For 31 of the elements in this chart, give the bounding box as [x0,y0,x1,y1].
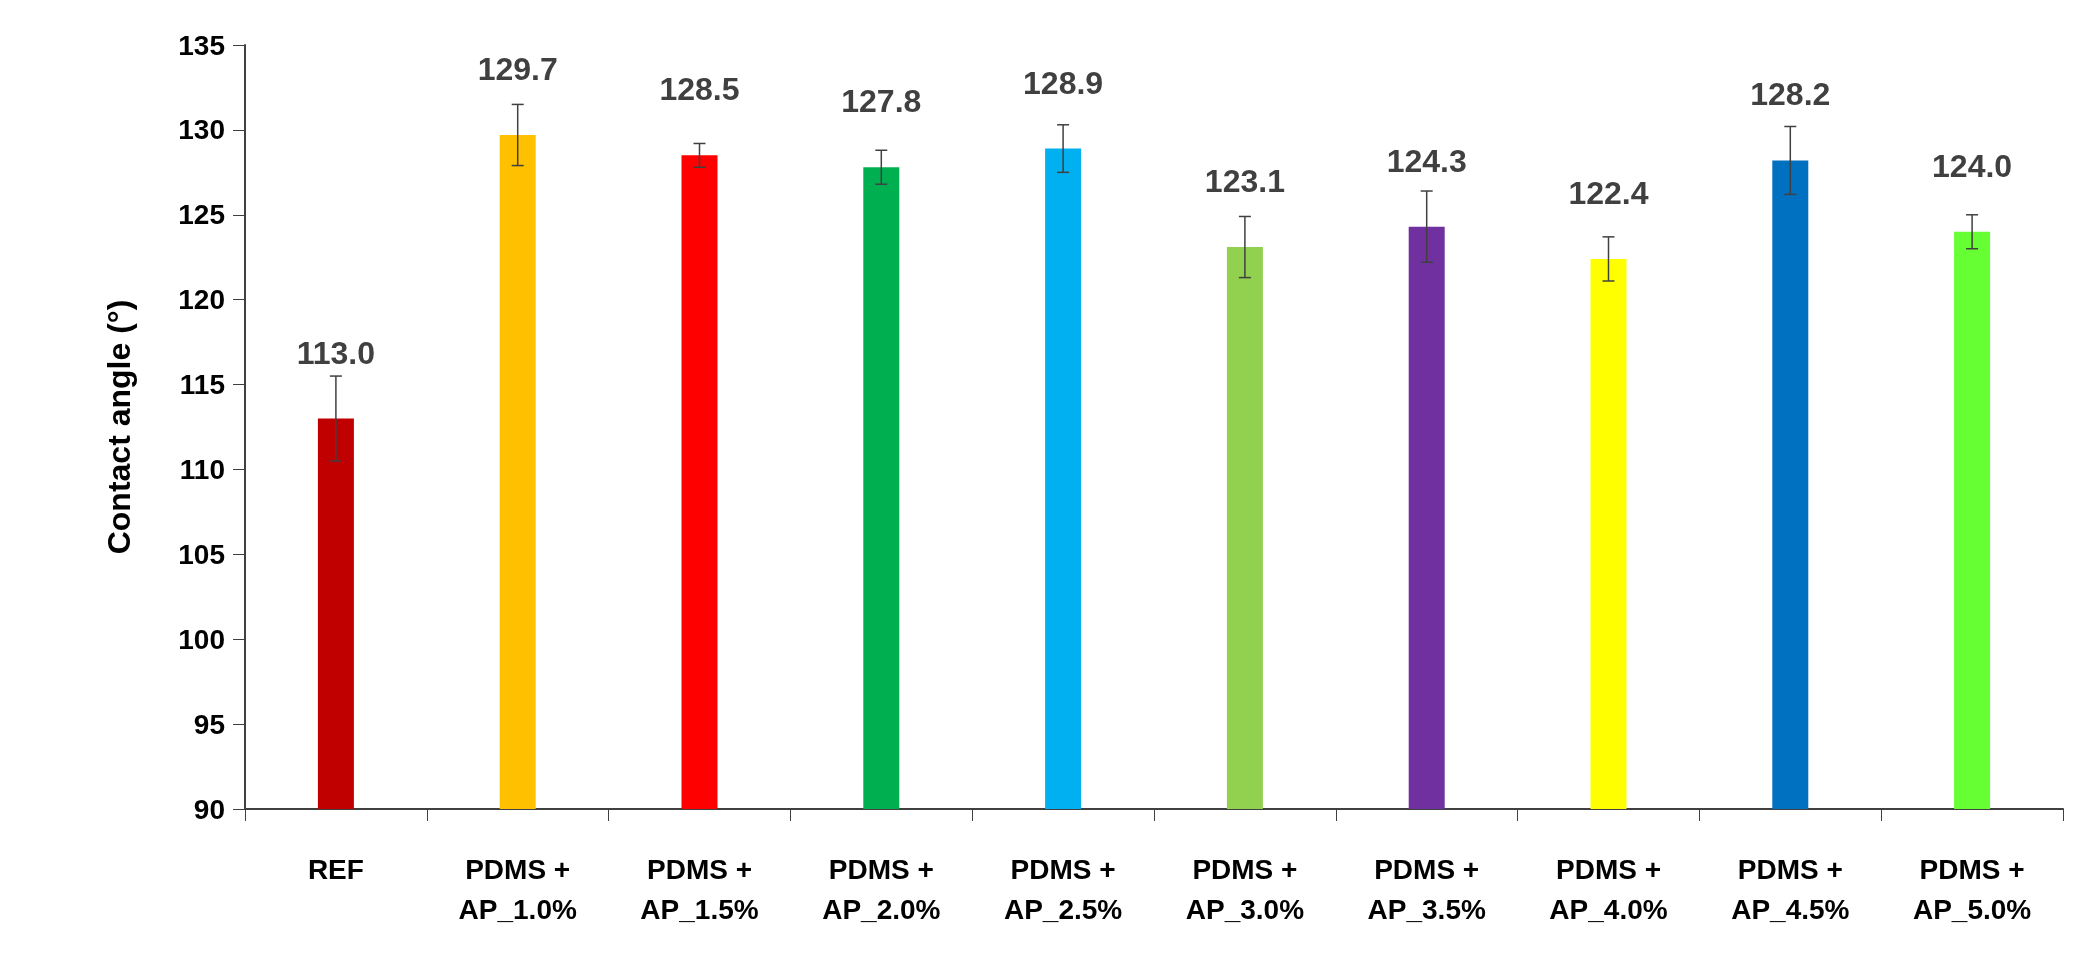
x-tick-label: PDMS + AP_5.0% [1912,853,2032,925]
y-tick-label: 100 [178,623,225,655]
y-axis-title: Contact angle (°) [101,299,137,555]
y-tick-label: 130 [178,114,225,146]
y-tick-label: 95 [193,708,225,740]
x-tick-label: PDMS + AP_1.5% [640,853,759,925]
data-label: 129.7 [477,50,558,87]
y-tick-label: 115 [179,369,225,401]
x-tick-label: PDMS + AP_1.0% [458,853,577,925]
y-tick-label: 120 [178,284,225,316]
data-label: 124.3 [1386,142,1467,179]
data-label: 123.1 [1204,163,1285,200]
data-label: 124.0 [1932,147,2013,184]
data-label: 128.5 [659,71,740,108]
y-tick-label: 90 [193,793,225,825]
y-tick-label: 125 [178,199,225,231]
data-label: 128.2 [1750,76,1831,113]
data-label: 113.0 [296,334,376,371]
x-tick-label: PDMS + AP_4.5% [1731,853,1850,925]
y-tick-label: 110 [179,453,225,485]
data-label: 122.4 [1568,174,1649,211]
data-label: 127.8 [841,83,922,120]
y-tick-label: 135 [178,29,225,61]
data-label: 128.9 [1023,64,1104,101]
y-tick-label: 105 [178,538,225,570]
x-tick-label: PDMS + AP_3.0% [1185,853,1305,925]
x-tick-label: PDMS + AP_3.5% [1367,853,1486,925]
x-tick-label: PDMS + AP_2.5% [1003,853,1123,925]
x-tick-label: REF [307,853,364,885]
x-tick-label: PDMS + AP_4.0% [1549,853,1668,925]
x-tick-label: PDMS + AP_2.0% [822,853,941,925]
